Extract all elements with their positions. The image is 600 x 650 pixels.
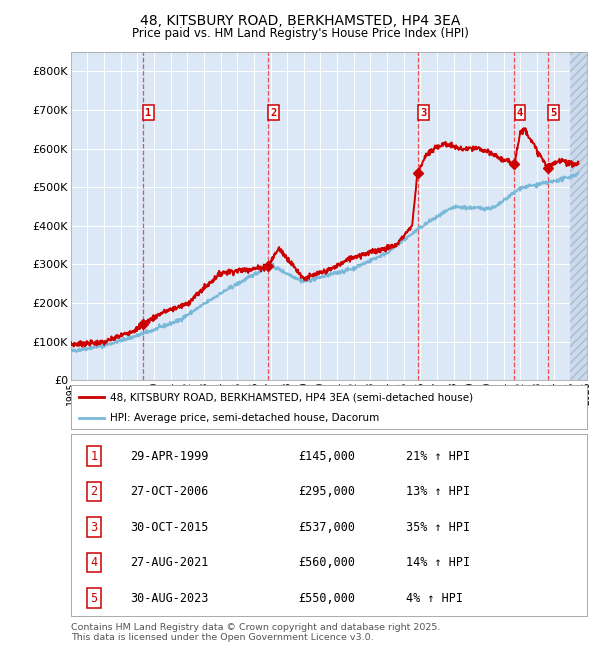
- Text: 48, KITSBURY ROAD, BERKHAMSTED, HP4 3EA: 48, KITSBURY ROAD, BERKHAMSTED, HP4 3EA: [140, 14, 460, 29]
- Text: HPI: Average price, semi-detached house, Dacorum: HPI: Average price, semi-detached house,…: [110, 413, 379, 422]
- Text: 4% ↑ HPI: 4% ↑ HPI: [406, 592, 463, 604]
- Text: £295,000: £295,000: [298, 485, 355, 498]
- Text: Contains HM Land Registry data © Crown copyright and database right 2025.
This d: Contains HM Land Registry data © Crown c…: [71, 623, 440, 642]
- Text: 21% ↑ HPI: 21% ↑ HPI: [406, 450, 470, 463]
- Text: 13% ↑ HPI: 13% ↑ HPI: [406, 485, 470, 498]
- Text: 4: 4: [91, 556, 98, 569]
- Text: 27-AUG-2021: 27-AUG-2021: [130, 556, 209, 569]
- Text: 4: 4: [517, 108, 523, 118]
- Text: 2: 2: [91, 485, 98, 498]
- Bar: [570, 52, 587, 380]
- Text: 3: 3: [91, 521, 98, 534]
- Text: 48, KITSBURY ROAD, BERKHAMSTED, HP4 3EA (semi-detached house): 48, KITSBURY ROAD, BERKHAMSTED, HP4 3EA …: [110, 392, 473, 402]
- Text: £560,000: £560,000: [298, 556, 355, 569]
- Text: £145,000: £145,000: [298, 450, 355, 463]
- Text: 2: 2: [270, 108, 276, 118]
- Text: 5: 5: [91, 592, 98, 604]
- Text: £550,000: £550,000: [298, 592, 355, 604]
- Text: 1: 1: [91, 450, 98, 463]
- Text: £537,000: £537,000: [298, 521, 355, 534]
- Text: 5: 5: [550, 108, 557, 118]
- Text: 1: 1: [145, 108, 152, 118]
- Text: 29-APR-1999: 29-APR-1999: [130, 450, 209, 463]
- Text: 3: 3: [420, 108, 426, 118]
- Text: 30-AUG-2023: 30-AUG-2023: [130, 592, 209, 604]
- Text: 14% ↑ HPI: 14% ↑ HPI: [406, 556, 470, 569]
- Text: 35% ↑ HPI: 35% ↑ HPI: [406, 521, 470, 534]
- Text: 27-OCT-2006: 27-OCT-2006: [130, 485, 209, 498]
- Text: Price paid vs. HM Land Registry's House Price Index (HPI): Price paid vs. HM Land Registry's House …: [131, 27, 469, 40]
- Text: 30-OCT-2015: 30-OCT-2015: [130, 521, 209, 534]
